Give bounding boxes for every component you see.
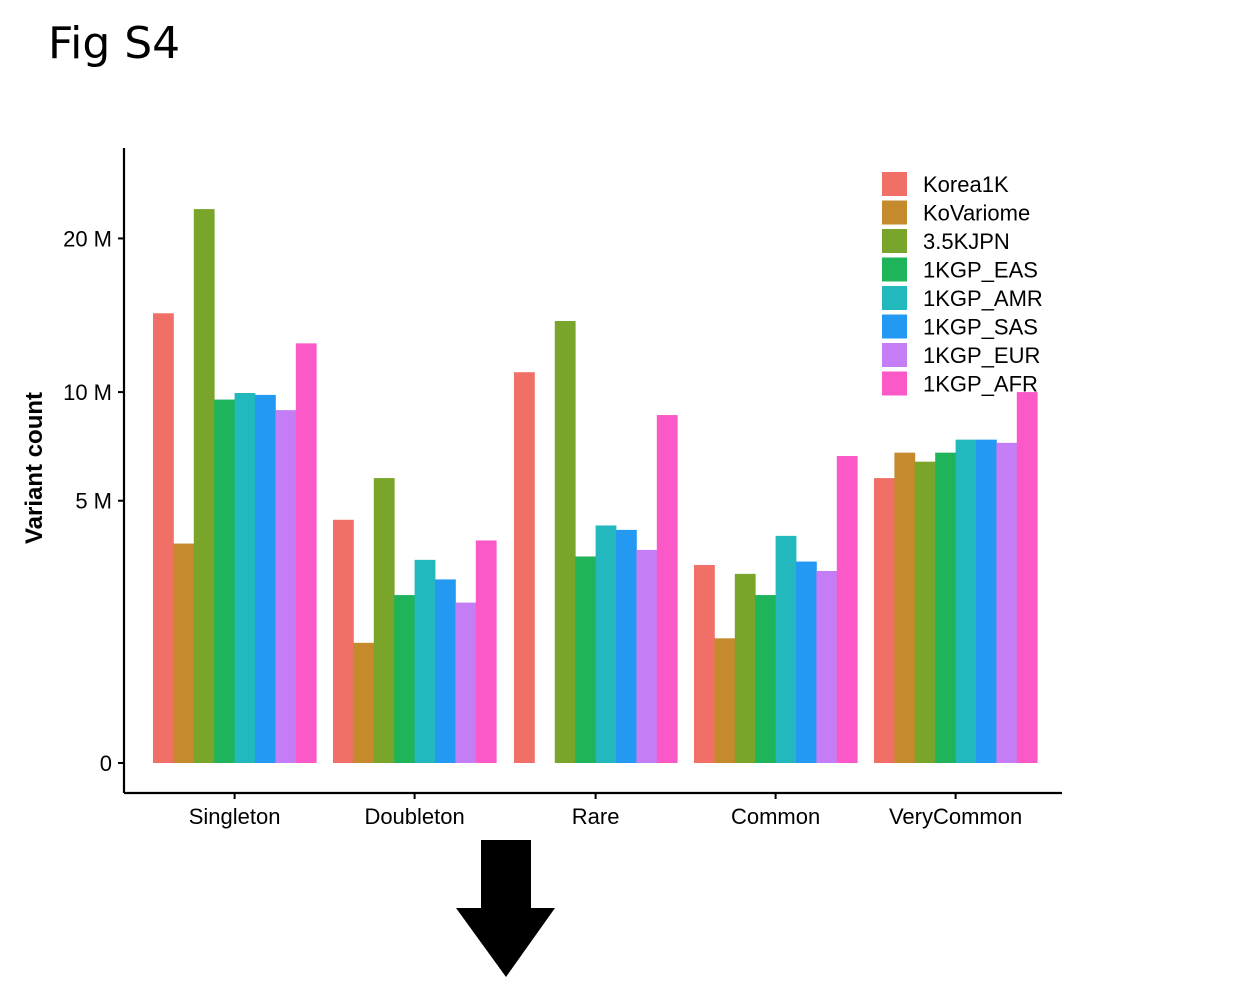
bar-1KGP_AFR-Doubleton xyxy=(475,540,497,763)
bar-Korea1K-Singleton xyxy=(153,313,174,763)
legend-swatch-Korea1K xyxy=(882,172,907,196)
legend-label-1KGP_EAS: 1KGP_EAS xyxy=(923,258,1038,283)
y-tick-label: 10 M xyxy=(63,380,112,405)
legend-label-KoVariome: KoVariome xyxy=(923,201,1030,226)
x-tick-label: Common xyxy=(731,804,820,829)
bar-1KGP_EAS-Common xyxy=(755,595,776,763)
legend-label-1KGP_SAS: 1KGP_SAS xyxy=(923,315,1038,340)
bar-KoVariome-VeryCommon xyxy=(894,452,916,763)
bar-1KGP_EUR-VeryCommon xyxy=(996,442,1018,763)
bar-1KGP_AFR-Singleton xyxy=(295,343,317,763)
bar-3.5KJPN-Rare xyxy=(554,320,576,763)
bar-1KGP_AMR-Common xyxy=(775,535,797,763)
y-tick-label: 5 M xyxy=(75,489,112,514)
bar-1KGP_EAS-VeryCommon xyxy=(935,452,956,763)
legend-swatch-1KGP_EUR xyxy=(882,343,907,367)
legend-swatch-3.5KJPN xyxy=(882,229,907,253)
bar-1KGP_AMR-Doubleton xyxy=(414,559,436,763)
bar-1KGP_EUR-Doubleton xyxy=(455,602,477,763)
bar-KoVariome-Doubleton xyxy=(353,642,375,763)
bar-Korea1K-VeryCommon xyxy=(874,478,895,763)
x-tick-label: Rare xyxy=(572,804,620,829)
bar-Korea1K-Common xyxy=(694,564,715,763)
bar-KoVariome-Common xyxy=(714,638,736,763)
bar-1KGP_AMR-Singleton xyxy=(234,393,256,763)
bar-1KGP_EAS-Rare xyxy=(575,556,596,763)
bar-1KGP_EUR-Common xyxy=(816,570,838,763)
bar-3.5KJPN-VeryCommon xyxy=(914,461,936,763)
bar-3.5KJPN-Common xyxy=(734,573,756,763)
x-tick-label: VeryCommon xyxy=(889,804,1022,829)
bar-3.5KJPN-Doubleton xyxy=(373,478,395,763)
y-axis-title: Variant count xyxy=(21,392,48,544)
bar-3.5KJPN-Singleton xyxy=(193,209,215,764)
bar-1KGP_AMR-VeryCommon xyxy=(955,439,977,763)
legend-swatch-1KGP_AMR xyxy=(882,286,907,310)
bar-1KGP_EAS-Singleton xyxy=(214,399,235,763)
bar-1KGP_AFR-VeryCommon xyxy=(1016,392,1038,763)
bar-Korea1K-Doubleton xyxy=(333,519,354,763)
legend-swatch-1KGP_EAS xyxy=(882,257,907,282)
x-tick-label: Singleton xyxy=(189,804,281,829)
bar-1KGP_SAS-Singleton xyxy=(255,394,276,763)
bar-1KGP_SAS-Rare xyxy=(616,529,637,763)
bar-1KGP_EUR-Rare xyxy=(636,549,658,763)
bars-layer xyxy=(153,209,1038,764)
legend-label-1KGP_AFR: 1KGP_AFR xyxy=(923,372,1038,397)
bar-1KGP_EAS-Doubleton xyxy=(394,595,415,763)
legend-label-Korea1K: Korea1K xyxy=(923,172,1009,197)
legend: Korea1K KoVariome 3.5KJPN 1KGP_EAS 1KGP_AMR 1… xyxy=(882,172,1043,397)
bar-1KGP_AFR-Rare xyxy=(656,415,678,763)
bar-1KGP_SAS-VeryCommon xyxy=(976,439,997,763)
legend-swatch-KoVariome xyxy=(882,200,907,225)
legend-swatch-1KGP_AFR xyxy=(882,371,907,396)
bar-1KGP_SAS-Common xyxy=(796,561,817,763)
legend-swatch-1KGP_SAS xyxy=(882,314,907,339)
bar-1KGP_EUR-Singleton xyxy=(275,410,297,763)
down-arrow-icon xyxy=(456,840,555,977)
axes-layer: 0 5 M 10 M 20 M Singleton Doubleton Rare Common… xyxy=(21,148,1062,829)
bar-1KGP_SAS-Doubleton xyxy=(435,579,456,763)
legend-label-1KGP_EUR: 1KGP_EUR xyxy=(923,343,1040,368)
bar-1KGP_AMR-Rare xyxy=(595,525,617,763)
bar-KoVariome-Singleton xyxy=(173,543,195,763)
bar-Korea1K-Rare xyxy=(514,372,535,763)
y-tick-label: 0 xyxy=(100,751,112,776)
bar-1KGP_AFR-Common xyxy=(836,456,858,763)
legend-label-3.5KJPN: 3.5KJPN xyxy=(923,229,1010,254)
legend-label-1KGP_AMR: 1KGP_AMR xyxy=(923,286,1043,311)
figure-label: Fig S4 xyxy=(48,18,181,69)
x-tick-label: Doubleton xyxy=(364,804,464,829)
y-tick-label: 20 M xyxy=(63,226,112,251)
